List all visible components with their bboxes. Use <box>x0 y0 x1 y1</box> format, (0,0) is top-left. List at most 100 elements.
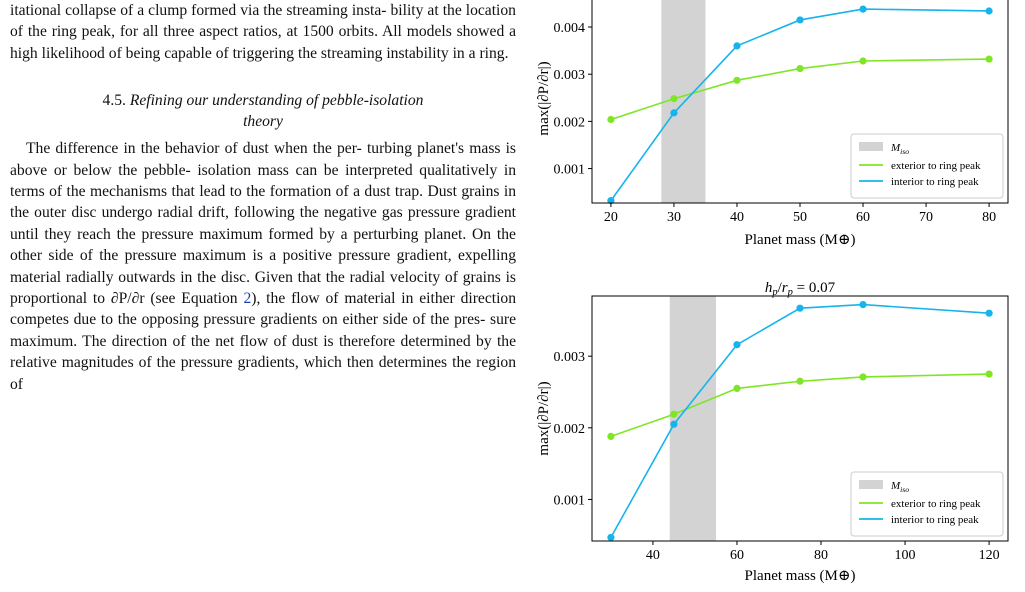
x-axis-label: Planet mass (M⊕) <box>745 232 856 248</box>
data-point <box>796 304 804 312</box>
data-point <box>607 197 615 205</box>
x-tick-label: 40 <box>730 210 744 225</box>
x-tick-label: 80 <box>814 548 828 563</box>
chart-2: 40 60 80 100 120 0.001 0.002 0.003 Planet mass (… <box>536 280 1009 584</box>
text-line: reach the pressure maximum formed by a p… <box>77 225 419 243</box>
legend-label: exterior to ring peak <box>891 498 981 510</box>
text-line: itational collapse of a clump formed via… <box>10 2 387 19</box>
data-point <box>733 341 741 349</box>
equation-reference[interactable]: 2 <box>243 290 252 308</box>
chart-1: 20 30 40 50 60 70 80 0.001 0.002 0.003 0.004 Planet… <box>536 0 1009 248</box>
x-tick-label: 20 <box>604 210 618 225</box>
text-line: a positive pressure gradient, expelling … <box>10 247 516 286</box>
data-point <box>607 115 615 124</box>
text-line: following the negative gas pressure grad… <box>10 204 516 243</box>
y-tick-label: 0.001 <box>554 163 586 178</box>
y-tick-label: 0.002 <box>554 422 586 437</box>
axes-frame <box>591 295 1009 542</box>
data-point <box>670 410 678 418</box>
text-line: opposing pressure gradients on either si… <box>141 311 486 329</box>
data-point <box>859 300 867 309</box>
data-point <box>607 533 615 542</box>
legend-label-band: Miso <box>890 142 909 156</box>
body-paragraph: The difference in the behavior of dust w… <box>10 138 516 395</box>
x-tick-label: 120 <box>979 548 1000 563</box>
legend-box <box>850 471 1004 537</box>
section-heading: 4.5. Refining our understanding of pebbl… <box>10 90 516 132</box>
text-column: itational collapse of a clump formed via… <box>10 0 516 395</box>
data-point <box>733 42 741 50</box>
data-point <box>985 7 993 15</box>
x-axis-label: Planet mass (M⊕) <box>745 568 856 584</box>
data-point <box>859 5 867 13</box>
legend-box <box>850 133 1004 199</box>
text-line: planet. On the other side of the pressur… <box>10 225 516 265</box>
figure: 20 30 40 50 60 70 80 0.001 0.002 0.003 0.004 Planet… <box>530 0 1025 587</box>
data-point <box>670 95 678 103</box>
text-line: of being capable of triggering the strea… <box>108 44 476 62</box>
text-line: ring. <box>479 44 509 62</box>
x-tick-label: 80 <box>982 210 996 225</box>
text-line: bility at the location of the ring peak,… <box>10 2 516 41</box>
data-point <box>607 432 615 441</box>
text-line: flow of material in either direction com… <box>10 290 516 329</box>
series-line-exterior <box>610 373 990 438</box>
x-tick-label: 50 <box>793 210 807 225</box>
legend: Miso exterior to ring peak interior to rin… <box>850 471 1004 537</box>
isolation-mass-band <box>669 296 716 541</box>
data-point <box>796 64 804 73</box>
figure-svg: 20 30 40 50 60 70 80 0.001 0.002 0.003 0.004 Planet… <box>536 0 1009 584</box>
data-point <box>985 55 993 63</box>
data-point <box>796 377 804 385</box>
data-point <box>859 373 867 381</box>
data-point <box>670 109 678 117</box>
text-line: ratios, at 1500 orbits. All models showe… <box>10 23 516 62</box>
legend-label: interior to ring peak <box>891 514 979 526</box>
data-point <box>985 370 993 378</box>
text-line: sure maximum. The direction of the net f… <box>10 311 516 350</box>
text-line: The difference in the behavior of dust w… <box>26 140 362 158</box>
data-point <box>796 16 804 24</box>
section-title-line2: theory <box>243 113 283 131</box>
y-tick-label: 0.003 <box>554 350 586 365</box>
intro-paragraph: itational collapse of a clump formed via… <box>10 0 516 64</box>
y-tick-label: 0.003 <box>554 68 586 83</box>
data-point <box>733 384 741 393</box>
x-tick-label: 40 <box>646 548 660 563</box>
text-line: turbing planet's mass is above or below … <box>10 140 517 179</box>
section-title-line1: Refining our understanding of pebble-iso… <box>129 92 424 110</box>
legend-swatch-band <box>859 480 883 489</box>
text-line: of the mechanisms that lead to the forma… <box>49 183 391 201</box>
text-line: grains is proportional to ∂P/∂r (see Equ… <box>10 268 516 308</box>
data-point <box>733 76 741 84</box>
chart-title: hp/rp = 0.07 <box>765 280 836 298</box>
y-tick-label: 0.002 <box>554 115 586 130</box>
series-line-interior <box>610 8 990 202</box>
data-point <box>670 420 678 428</box>
data-point <box>859 57 867 65</box>
legend-swatch-band <box>859 142 883 151</box>
text-line: outwards in the disc. Given that the rad… <box>118 268 458 286</box>
text-line: pressure gradients, which then determine… <box>10 354 517 393</box>
series-line-exterior <box>610 58 990 121</box>
y-tick-label: 0.004 <box>554 21 586 36</box>
section-number: 4.5. <box>102 92 126 110</box>
isolation-mass-band <box>661 0 706 203</box>
legend-label: exterior to ring peak <box>891 160 981 172</box>
x-tick-label: 70 <box>919 210 933 225</box>
legend: Miso exterior to ring peak interior to rin… <box>850 133 1004 199</box>
x-tick-label: 100 <box>895 548 916 563</box>
y-axis-label: max(|∂P/∂r|) <box>536 61 552 135</box>
y-axis-label: max(|∂P/∂r|) <box>536 381 552 455</box>
text-line: trap. Dust grains in the outer disc unde… <box>10 183 516 222</box>
x-tick-label: 60 <box>856 210 870 225</box>
legend-label-band: Miso <box>890 480 909 494</box>
y-tick-label: 0.001 <box>554 493 586 508</box>
series-line-interior <box>610 303 990 538</box>
x-tick-label: 30 <box>667 210 681 225</box>
x-tick-label: 60 <box>730 548 744 563</box>
data-point <box>985 309 993 317</box>
legend-label: interior to ring peak <box>891 176 979 188</box>
text-line: therefore determined by the relative mag… <box>10 332 516 372</box>
text-line: isolation mass can be interpreted qualit… <box>10 161 517 201</box>
